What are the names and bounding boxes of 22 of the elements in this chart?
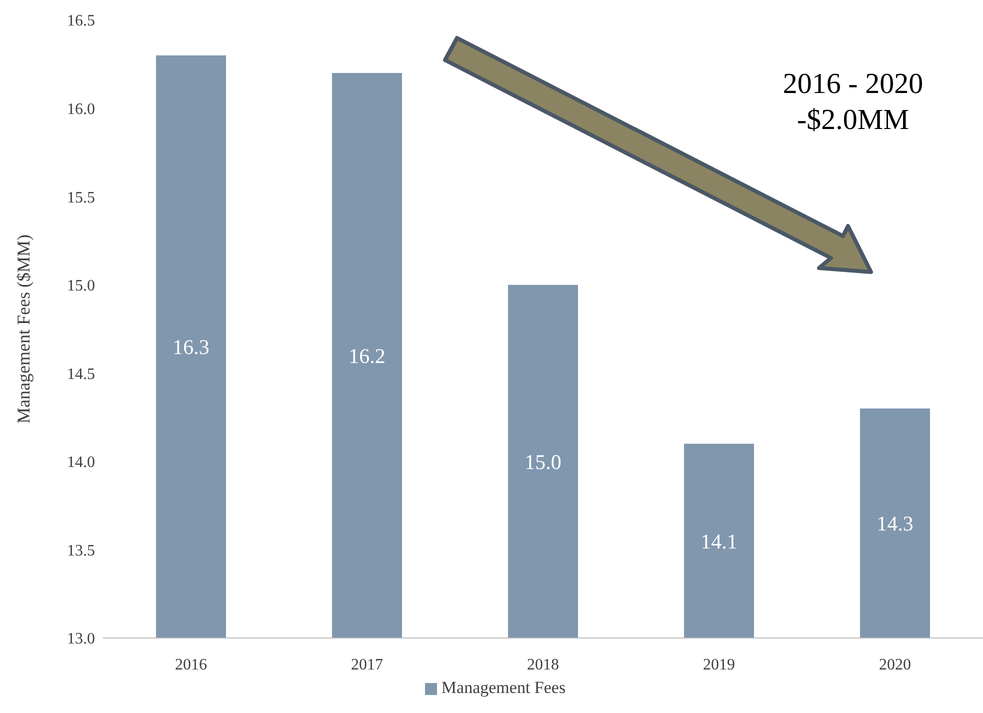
y-tick-label: 15.5 (67, 189, 95, 206)
data-label: 16.3 (172, 335, 210, 360)
x-tick-label: 2017 (351, 656, 383, 674)
y-tick-label: 16.5 (67, 12, 95, 30)
y-tick-label: 14.0 (67, 454, 95, 472)
y-axis-title: Management Fees ($MM) (13, 234, 34, 424)
y-tick-label: 14.5 (67, 366, 95, 383)
y-tick-label: 15.0 (67, 278, 95, 295)
data-label: 16.2 (348, 344, 386, 368)
data-label: 15.0 (524, 450, 562, 474)
annotation: 2016 - 2020 (782, 67, 924, 102)
x-tick-label: 2019 (703, 656, 735, 674)
x-tick-label: 2018 (527, 656, 559, 674)
y-tick-label: 13.5 (67, 542, 95, 560)
x-tick-label: 2020 (879, 656, 911, 674)
x-tick-label: 2016 (175, 656, 207, 674)
legend-label: Management Fees (441, 678, 566, 697)
annotation: -$2.0MM (796, 103, 910, 138)
data-label: 14.1 (700, 529, 738, 554)
y-tick-label: 16.0 (67, 100, 95, 118)
data-label: 14.3 (876, 512, 914, 536)
y-tick-label: 13.0 (67, 630, 95, 648)
